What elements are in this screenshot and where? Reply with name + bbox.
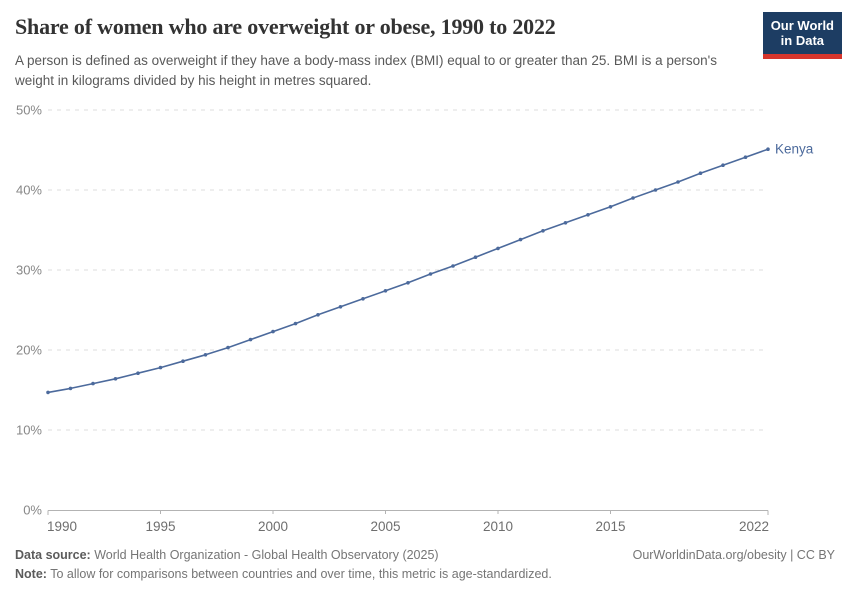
- data-point: [338, 305, 343, 309]
- x-tick-label: 1995: [145, 519, 175, 534]
- owid-logo-line1: Our World: [770, 18, 834, 33]
- data-point: [406, 281, 410, 285]
- data-point: [721, 163, 725, 167]
- data-point: [631, 196, 635, 200]
- data-point: [541, 229, 545, 233]
- note-text: Note: To allow for comparisons between c…: [15, 565, 552, 584]
- note-value: To allow for comparisons between countri…: [46, 567, 552, 582]
- chart-header: Share of women who are overweight or obe…: [15, 12, 842, 91]
- y-tick-label: 40%: [16, 183, 42, 198]
- data-point: [563, 221, 568, 225]
- y-tick-label: 30%: [16, 263, 42, 278]
- data-point: [451, 264, 455, 268]
- data-point: [203, 353, 208, 357]
- y-tick-label: 10%: [16, 423, 42, 438]
- x-tick-label: 2000: [258, 519, 288, 534]
- data-line: [47, 148, 769, 394]
- y-tick-label: 20%: [16, 343, 42, 358]
- note-label: Note:: [15, 567, 47, 582]
- data-source-text: Data source: World Health Organization -…: [15, 546, 439, 565]
- data-point: [136, 371, 140, 376]
- footer-note-row: Note: To allow for comparisons between c…: [15, 565, 835, 584]
- data-point: [473, 255, 478, 259]
- owid-logo: Our World in Data: [762, 12, 842, 59]
- data-point: [586, 213, 590, 217]
- owid-url-link[interactable]: OurWorldinData.org/obesity | CC BY: [632, 548, 835, 562]
- x-tick-label: 2010: [483, 519, 513, 534]
- data-point: [653, 188, 658, 192]
- data-point: [316, 313, 320, 317]
- x-tick-label: 2022: [739, 519, 769, 534]
- data-point: [293, 321, 298, 326]
- data-point: [271, 329, 275, 334]
- data-point: [248, 337, 253, 342]
- data-point: [383, 289, 388, 293]
- data-point: [361, 297, 365, 301]
- data-point: [181, 359, 185, 364]
- x-tick-label: 2005: [370, 519, 400, 534]
- data-source-label: Data source:: [15, 548, 91, 562]
- data-point: [518, 237, 523, 242]
- data-point: [68, 386, 73, 391]
- data-point: [158, 365, 163, 370]
- data-point: [91, 381, 95, 386]
- data-point: [46, 390, 50, 395]
- data-point: [608, 205, 613, 209]
- data-source-value: World Health Organization - Global Healt…: [90, 548, 439, 562]
- page-title: Share of women who are overweight or obe…: [15, 14, 556, 39]
- data-point: [496, 246, 500, 251]
- owid-logo-line2: in Data: [780, 33, 825, 49]
- chart-subtitle: A person is defined as overweight if the…: [15, 53, 717, 88]
- data-point: [743, 155, 748, 159]
- data-point: [676, 180, 680, 184]
- series-label: Kenya: [775, 142, 814, 157]
- y-tick-label: 50%: [16, 103, 42, 118]
- y-tick-label: 0%: [23, 503, 42, 518]
- footer-source-row: Data source: World Health Organization -…: [15, 546, 835, 565]
- data-point: [226, 345, 230, 350]
- data-point: [428, 272, 433, 276]
- data-point: [698, 171, 703, 175]
- x-tick-label: 2015: [595, 519, 625, 534]
- data-point: [766, 147, 770, 151]
- x-tick-label: 1990: [47, 519, 77, 534]
- data-point: [113, 377, 118, 381]
- chart-footer: Data source: World Health Organization -…: [15, 546, 835, 585]
